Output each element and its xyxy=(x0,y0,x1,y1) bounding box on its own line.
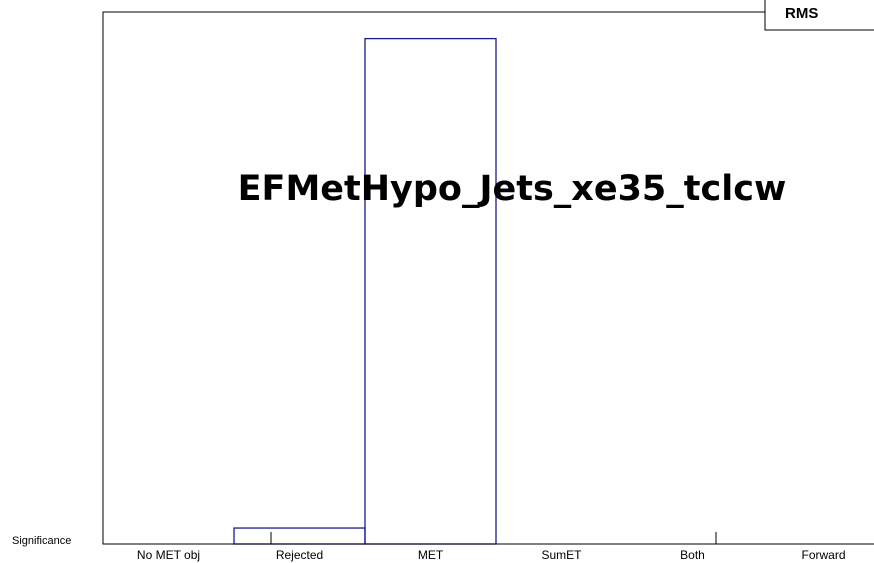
x-tick-label: SumET xyxy=(541,548,582,562)
x-tick-label: Rejected xyxy=(276,548,323,562)
chart-title: EFMetHypo_Jets_xe35_tclcw xyxy=(238,169,787,209)
bar xyxy=(364,37,497,545)
stats-box xyxy=(764,0,874,31)
x-tick-label: Both xyxy=(680,548,705,562)
x-tick-label: No MET obj xyxy=(137,548,200,562)
bar xyxy=(233,527,366,545)
x-tick-label: MET xyxy=(418,548,444,562)
bins xyxy=(233,37,497,545)
y-axis-label: Significance xyxy=(12,535,71,547)
x-tick-label: Forward xyxy=(801,548,845,562)
stats-label: RMS xyxy=(785,5,818,22)
frame xyxy=(102,11,874,545)
